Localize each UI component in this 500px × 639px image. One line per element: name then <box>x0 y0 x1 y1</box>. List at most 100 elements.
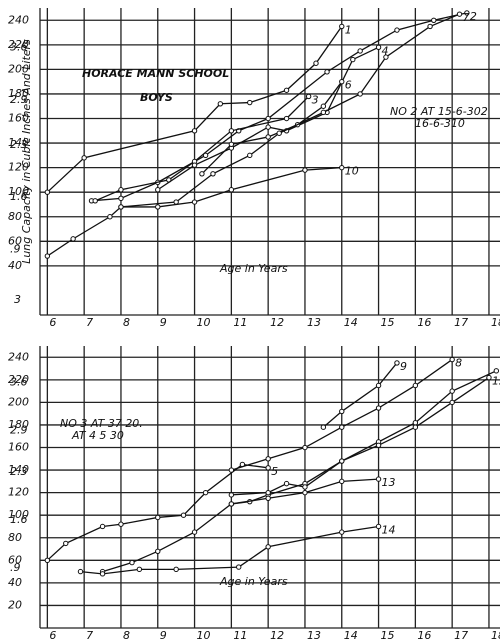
data-point <box>302 167 308 173</box>
data-point <box>324 69 330 75</box>
data-point <box>265 134 271 140</box>
data-point <box>265 115 271 122</box>
data-point <box>283 115 290 122</box>
data-point <box>210 171 216 177</box>
data-point <box>320 103 327 109</box>
data-point <box>228 492 235 498</box>
chart-title: HORACE MANN SCHOOL <box>82 67 229 80</box>
y-tick-label: 40 <box>8 576 22 589</box>
y2-tick-label: .9 <box>10 243 21 256</box>
data-point <box>155 204 161 210</box>
data-point <box>427 23 433 30</box>
data-point <box>431 17 437 23</box>
x-tick-label: 18 <box>491 316 500 329</box>
chart-subtitle: BOYS <box>140 91 173 104</box>
data-point <box>228 501 235 507</box>
annotation: 3 <box>14 293 21 306</box>
x-tick-label: 16 <box>417 629 431 639</box>
x-axis-label: Age in Years <box>219 262 288 275</box>
data-point <box>339 78 345 85</box>
data-point <box>228 141 235 148</box>
series-line <box>46 26 343 193</box>
data-point <box>136 566 143 573</box>
y-tick-label: 180 <box>8 87 29 100</box>
y2-tick-label: 1.6 <box>10 513 28 526</box>
y-tick-label: 60 <box>8 234 22 247</box>
x-tick-label: 8 <box>123 629 130 639</box>
y-tick-label: 80 <box>8 210 22 223</box>
data-point <box>217 101 224 107</box>
data-point <box>449 399 455 406</box>
series-line <box>322 362 398 428</box>
data-point <box>118 204 124 210</box>
data-point <box>357 48 363 54</box>
series-label: 4 <box>382 44 389 57</box>
data-point <box>412 382 419 389</box>
data-point <box>339 164 345 171</box>
data-point <box>118 195 124 202</box>
y-tick-label: 140 <box>8 136 29 149</box>
x-tick-label: 16 <box>417 316 431 329</box>
y-tick-label: 220 <box>8 38 29 51</box>
y2-tick-label: 3.6 <box>10 40 28 53</box>
series-label: 5 <box>271 465 278 478</box>
data-point <box>228 128 235 134</box>
data-point <box>375 442 382 448</box>
data-point <box>456 11 463 17</box>
y2-tick-label: 1.6 <box>10 190 28 203</box>
annotation: NO 3 AT 37 20. <box>60 417 143 430</box>
y-tick-label: 40 <box>8 259 22 272</box>
y-tick-label: 240 <box>8 13 29 26</box>
y2-tick-label: 2.9 <box>10 424 28 437</box>
data-point <box>191 529 198 535</box>
x-tick-label: 12 <box>270 316 284 329</box>
x-tick-label: 14 <box>344 629 358 639</box>
series-line <box>231 370 497 505</box>
series-label: 13 <box>382 476 396 489</box>
y-tick-label: 240 <box>8 350 29 363</box>
data-point <box>313 60 319 66</box>
x-tick-label: 17 <box>454 316 468 329</box>
data-point <box>265 495 271 501</box>
data-point <box>276 130 282 136</box>
data-point <box>191 199 198 205</box>
data-point <box>375 44 382 50</box>
data-point <box>412 420 419 426</box>
data-point <box>202 152 209 159</box>
data-point <box>302 444 308 451</box>
y2-tick-label: 3.6 <box>10 375 28 388</box>
data-point <box>493 368 500 374</box>
data-point <box>375 523 382 530</box>
series-label: 3 <box>312 93 319 106</box>
data-point <box>305 93 312 100</box>
x-tick-label: 10 <box>197 316 211 329</box>
data-point <box>107 214 113 220</box>
x-axis-label: Age in Years <box>219 575 288 588</box>
x-tick-label: 11 <box>233 629 247 639</box>
y2-tick-label: 2.3 <box>10 465 28 478</box>
data-point <box>228 467 235 473</box>
x-tick-label: 6 <box>49 629 56 639</box>
series-label: 2 <box>470 10 477 23</box>
data-point <box>92 198 98 204</box>
x-tick-label: 15 <box>381 629 395 639</box>
data-point <box>155 187 161 193</box>
x-tick-label: 11 <box>233 316 247 329</box>
data-point <box>302 489 308 496</box>
y-tick-label: 120 <box>8 161 29 174</box>
x-tick-label: 12 <box>270 629 284 639</box>
data-point <box>350 56 356 63</box>
data-point <box>375 476 382 482</box>
data-point <box>449 388 455 394</box>
y-tick-label: 100 <box>8 508 29 521</box>
y-tick-label: 120 <box>8 486 29 499</box>
data-point <box>247 152 253 159</box>
data-point <box>320 424 327 430</box>
x-tick-label: 6 <box>49 316 56 329</box>
data-point <box>77 568 84 575</box>
data-point <box>449 356 455 363</box>
data-point <box>464 10 470 16</box>
data-point <box>155 514 161 521</box>
data-point <box>99 571 106 577</box>
y-tick-label: 180 <box>8 418 29 431</box>
